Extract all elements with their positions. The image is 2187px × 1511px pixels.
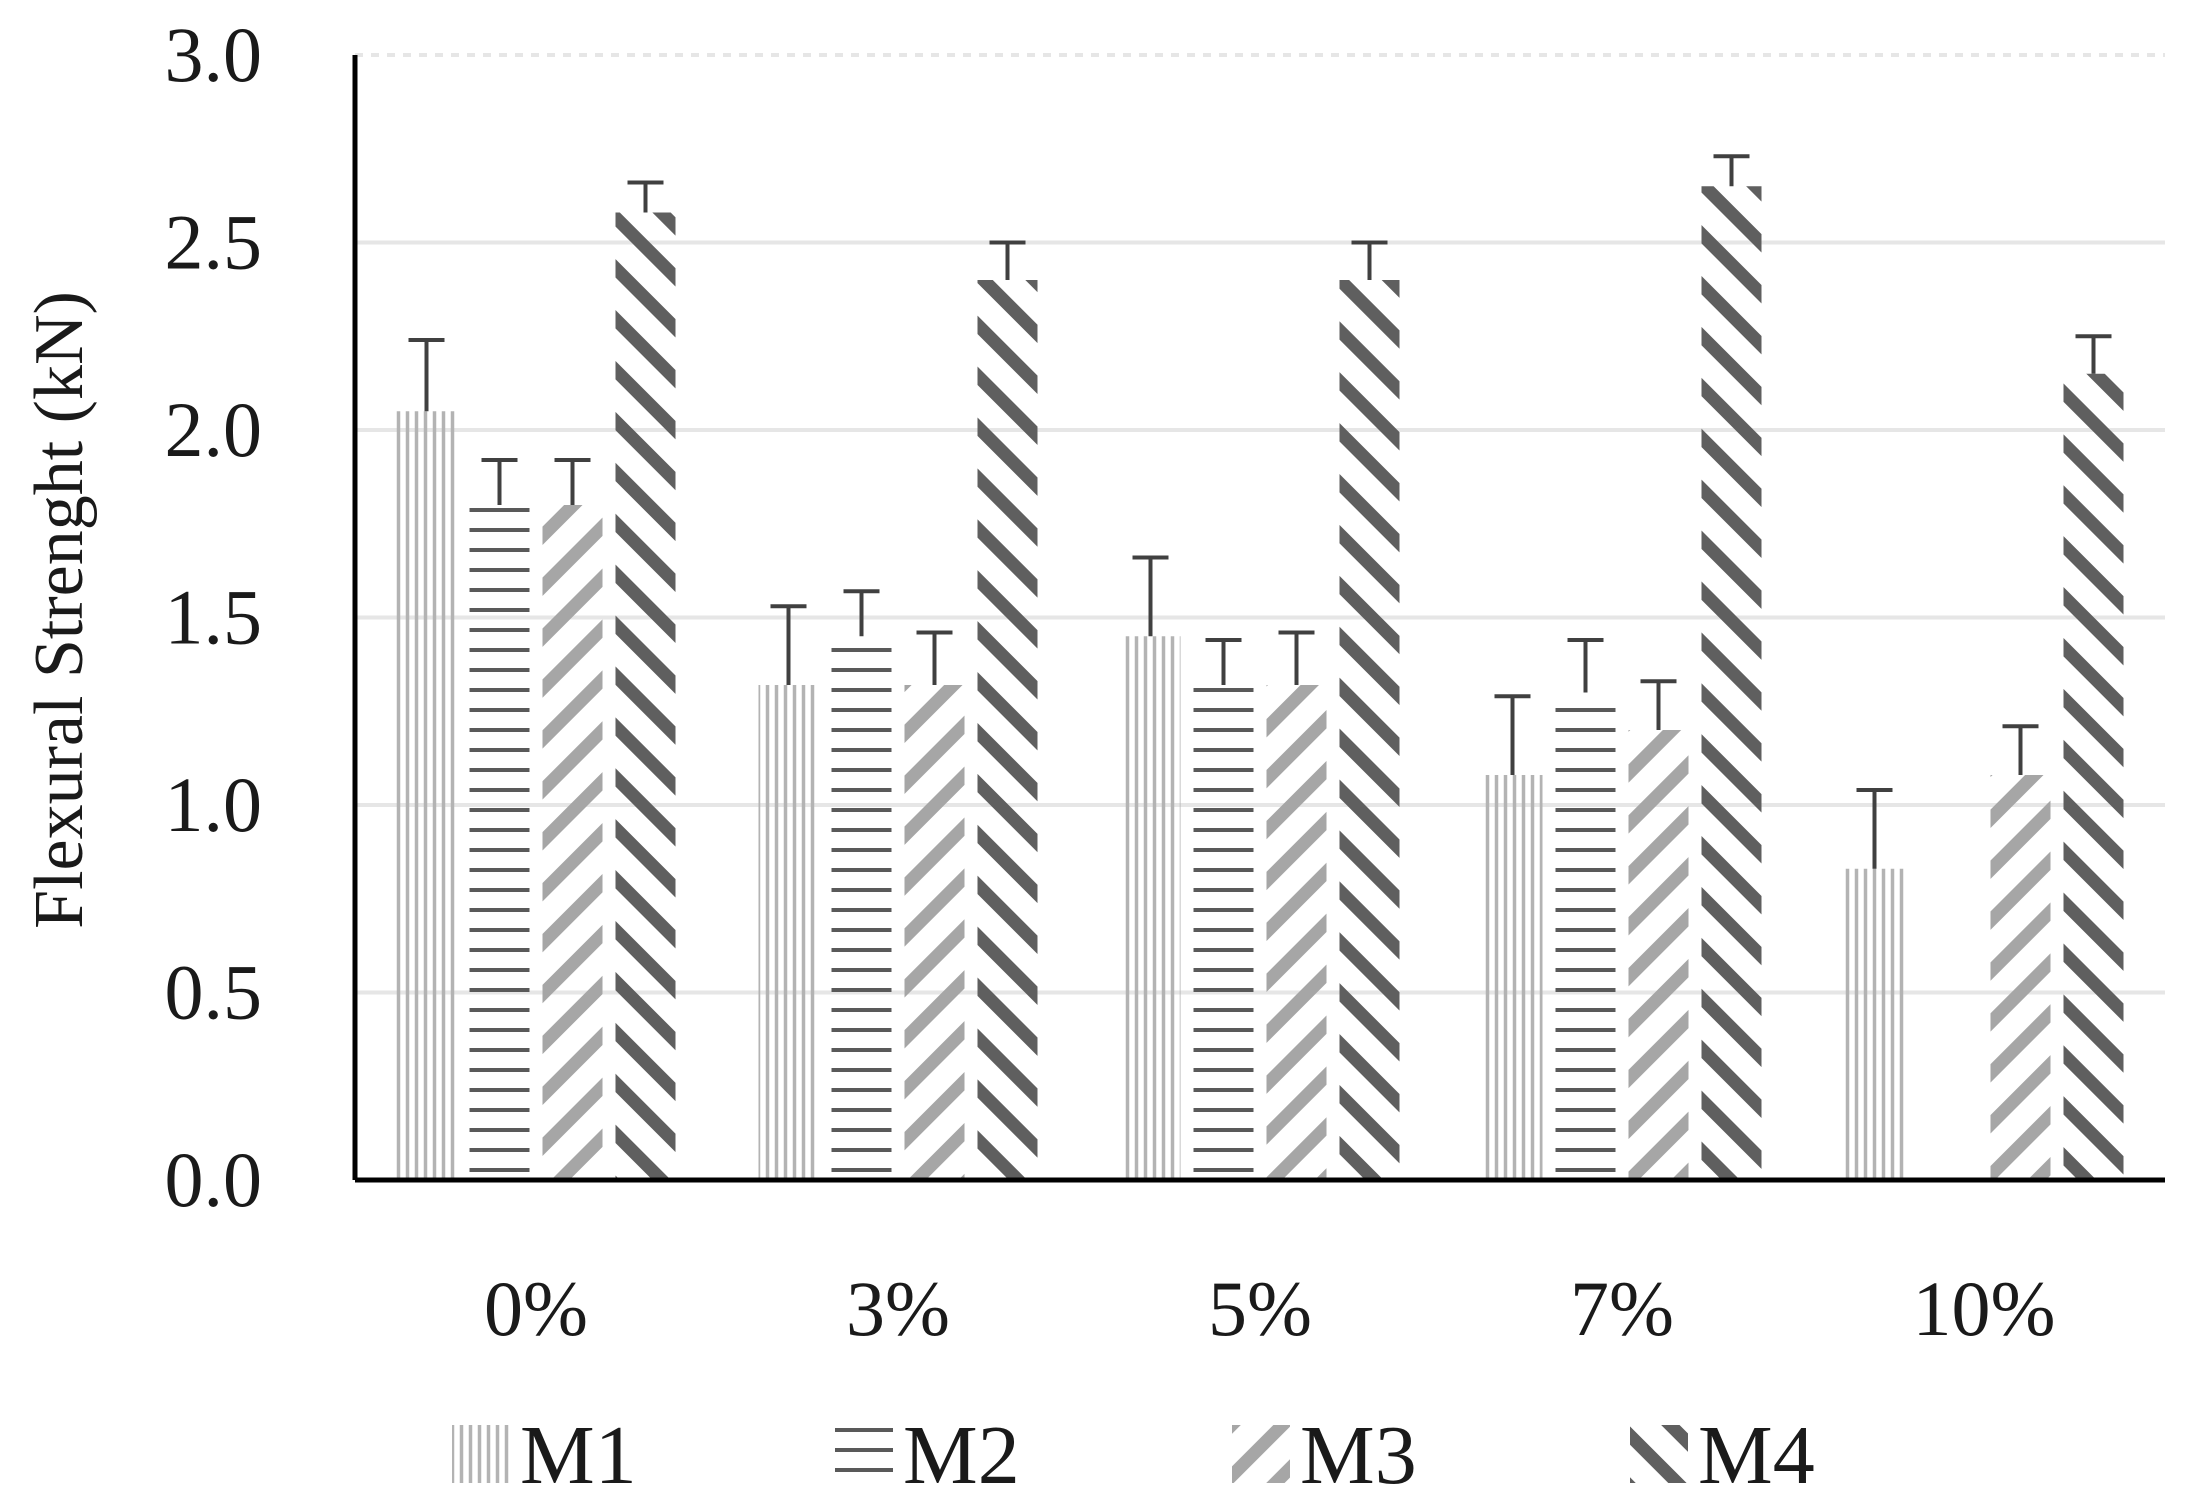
x-tick-label: 10% [1913,1265,2056,1352]
error-bars [408,154,2112,869]
legend-label: M3 [1300,1409,1417,1502]
bar-m1 [1482,775,1543,1180]
bar-m2 [1555,692,1616,1180]
bar-m3 [1628,730,1689,1180]
bar-m1 [1120,636,1181,1180]
bar-m4 [977,280,1038,1180]
legend-swatch [452,1425,510,1483]
x-tick-label: 5% [1208,1265,1312,1352]
legend-item-m3: M3 [1232,1409,1417,1502]
bar-m3 [1990,775,2051,1180]
legend: M1 M2 M3 M4 [452,1409,1815,1502]
bar-m4 [615,212,676,1180]
legend-swatch [835,1425,893,1483]
y-axis-title: Flexural Strenght (kN) [21,291,98,929]
bar-m1 [758,685,819,1180]
x-tick-label: 0% [484,1265,588,1352]
x-tick-label: 7% [1570,1265,1674,1352]
legend-label: M1 [520,1409,637,1502]
bar-m3 [1266,685,1327,1180]
legend-item-m2: M2 [835,1409,1020,1502]
x-tick-labels: 0% 3% 5% 7% 10% [484,1265,2055,1352]
bar-m3 [542,505,603,1180]
legend-swatch [1630,1425,1688,1483]
bar-m2 [469,505,530,1180]
y-tick-label: 2.5 [165,199,263,286]
legend-label: M4 [1698,1409,1815,1502]
y-tick-labels: 0.0 0.5 1.0 1.5 2.0 2.5 3.0 [165,11,263,1223]
bar-m1 [1844,868,1905,1180]
bar-m2 [831,636,892,1180]
legend-item-m1: M1 [452,1409,637,1502]
y-tick-label: 1.0 [165,761,263,848]
y-tick-label: 1.5 [165,574,263,661]
bar-m2 [1193,685,1254,1180]
bar-m4 [1339,280,1400,1180]
legend-label: M2 [903,1409,1020,1502]
bar-m4 [1701,186,1762,1180]
bar-m4 [2063,373,2124,1180]
y-tick-label: 2.0 [165,386,263,473]
y-tick-label: 3.0 [165,11,263,98]
y-tick-label: 0.5 [165,949,263,1036]
legend-swatch [1232,1425,1290,1483]
bars [396,186,2124,1180]
x-tick-label: 3% [846,1265,950,1352]
y-tick-label: 0.0 [165,1136,263,1223]
legend-item-m4: M4 [1630,1409,1815,1502]
bar-m1 [396,411,457,1180]
bar-m3 [904,685,965,1180]
